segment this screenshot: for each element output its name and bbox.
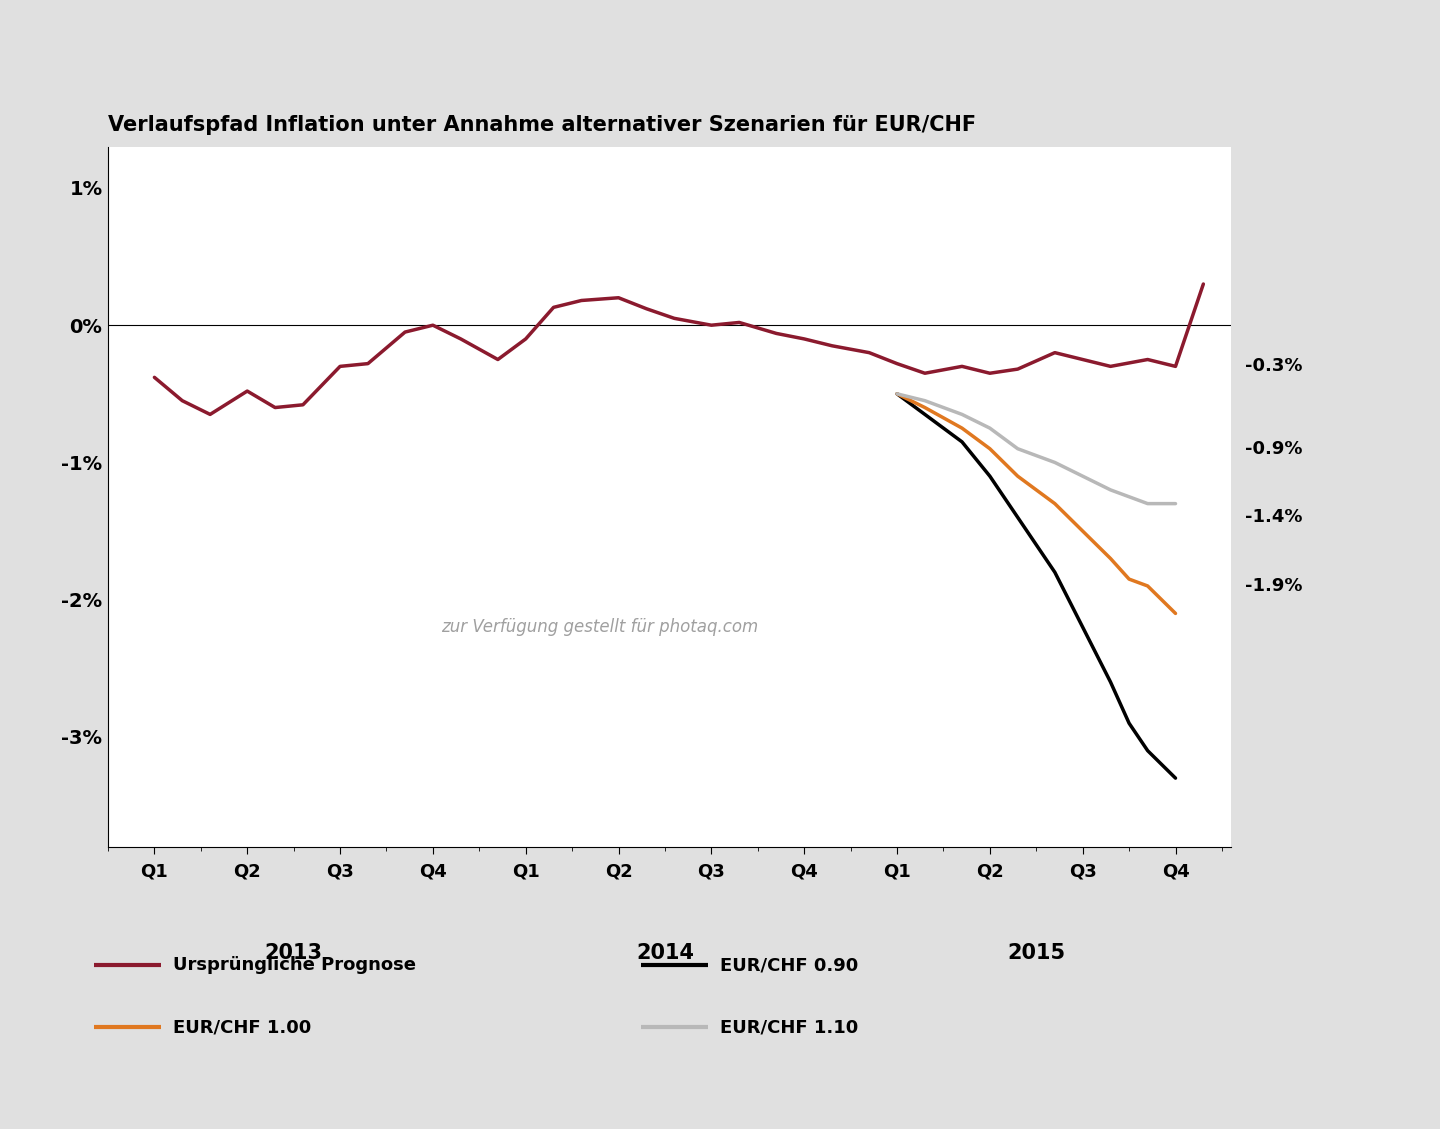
Text: 2013: 2013 — [265, 943, 323, 963]
Text: EUR/CHF 1.00: EUR/CHF 1.00 — [173, 1018, 311, 1036]
Text: -0.9%: -0.9% — [1246, 439, 1303, 457]
Text: EUR/CHF 1.10: EUR/CHF 1.10 — [720, 1018, 858, 1036]
Text: 2015: 2015 — [1007, 943, 1066, 963]
Text: Ursprüngliche Prognose: Ursprüngliche Prognose — [173, 956, 416, 974]
Text: EUR/CHF 0.90: EUR/CHF 0.90 — [720, 956, 858, 974]
Text: 2014: 2014 — [636, 943, 694, 963]
Text: -1.9%: -1.9% — [1246, 577, 1303, 595]
Text: -0.3%: -0.3% — [1246, 358, 1303, 375]
Text: -1.4%: -1.4% — [1246, 508, 1303, 526]
Text: zur Verfügung gestellt für photaq.com: zur Verfügung gestellt für photaq.com — [441, 619, 759, 636]
Text: Verlaufspfad Inflation unter Annahme alternativer Szenarien für EUR/CHF: Verlaufspfad Inflation unter Annahme alt… — [108, 115, 976, 135]
